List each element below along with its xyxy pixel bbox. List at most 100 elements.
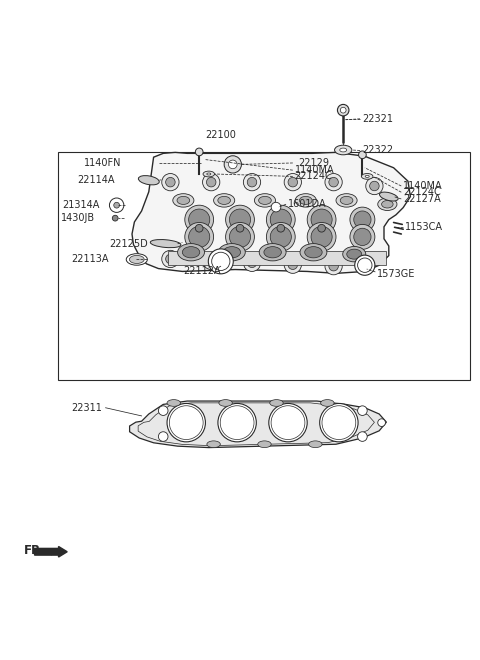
Circle shape bbox=[226, 222, 254, 251]
Circle shape bbox=[169, 406, 203, 440]
Ellipse shape bbox=[335, 145, 352, 155]
Circle shape bbox=[167, 403, 205, 442]
Text: 1153CA: 1153CA bbox=[405, 222, 443, 232]
Text: 22129: 22129 bbox=[299, 158, 330, 168]
Polygon shape bbox=[132, 152, 410, 273]
Circle shape bbox=[203, 174, 220, 191]
Circle shape bbox=[320, 403, 358, 442]
Circle shape bbox=[271, 203, 281, 212]
Circle shape bbox=[307, 222, 336, 251]
Ellipse shape bbox=[305, 247, 322, 258]
Circle shape bbox=[329, 261, 338, 271]
Circle shape bbox=[271, 406, 305, 440]
Circle shape bbox=[228, 160, 237, 169]
Circle shape bbox=[185, 205, 214, 234]
Ellipse shape bbox=[340, 197, 353, 205]
Circle shape bbox=[224, 156, 241, 173]
Ellipse shape bbox=[126, 253, 147, 265]
Ellipse shape bbox=[182, 247, 200, 258]
Circle shape bbox=[288, 178, 298, 187]
Circle shape bbox=[322, 406, 356, 440]
Text: 22100: 22100 bbox=[205, 129, 236, 140]
Ellipse shape bbox=[264, 247, 281, 258]
Circle shape bbox=[269, 403, 307, 442]
Ellipse shape bbox=[336, 193, 357, 207]
Circle shape bbox=[218, 403, 256, 442]
FancyArrow shape bbox=[35, 546, 67, 557]
Ellipse shape bbox=[218, 244, 245, 261]
Circle shape bbox=[229, 226, 251, 248]
Text: FR.: FR. bbox=[24, 544, 46, 557]
Circle shape bbox=[206, 256, 216, 265]
Ellipse shape bbox=[173, 193, 194, 207]
Text: 1430JB: 1430JB bbox=[60, 213, 95, 223]
Ellipse shape bbox=[177, 197, 190, 205]
Polygon shape bbox=[130, 401, 386, 447]
Circle shape bbox=[189, 226, 210, 248]
Ellipse shape bbox=[340, 148, 347, 152]
Ellipse shape bbox=[270, 399, 283, 407]
Circle shape bbox=[284, 174, 301, 191]
Circle shape bbox=[350, 207, 375, 232]
Circle shape bbox=[162, 174, 179, 191]
Circle shape bbox=[206, 178, 216, 187]
Text: 22113A: 22113A bbox=[71, 255, 108, 265]
Ellipse shape bbox=[218, 197, 230, 205]
Text: 1140FN: 1140FN bbox=[84, 158, 121, 168]
Circle shape bbox=[277, 224, 285, 232]
Ellipse shape bbox=[130, 255, 144, 263]
Circle shape bbox=[318, 224, 325, 232]
Ellipse shape bbox=[167, 399, 180, 407]
Circle shape bbox=[366, 178, 383, 195]
Circle shape bbox=[195, 148, 203, 156]
Ellipse shape bbox=[382, 201, 393, 208]
Circle shape bbox=[307, 205, 336, 234]
Circle shape bbox=[243, 254, 261, 271]
Ellipse shape bbox=[361, 174, 373, 180]
Circle shape bbox=[247, 178, 257, 187]
Ellipse shape bbox=[343, 246, 366, 262]
Circle shape bbox=[358, 406, 367, 415]
Text: 22322: 22322 bbox=[362, 145, 394, 156]
Circle shape bbox=[325, 257, 342, 275]
Circle shape bbox=[226, 205, 254, 234]
Polygon shape bbox=[138, 403, 374, 446]
Circle shape bbox=[350, 224, 375, 249]
Text: 1573GE: 1573GE bbox=[377, 269, 416, 279]
Circle shape bbox=[109, 198, 124, 213]
Ellipse shape bbox=[300, 244, 327, 261]
Circle shape bbox=[266, 222, 295, 251]
Ellipse shape bbox=[207, 173, 211, 175]
Ellipse shape bbox=[223, 247, 240, 258]
Bar bbox=[168, 251, 386, 265]
Text: 22114A: 22114A bbox=[77, 176, 114, 185]
Ellipse shape bbox=[219, 399, 232, 407]
Circle shape bbox=[166, 254, 175, 264]
Ellipse shape bbox=[258, 441, 271, 447]
Text: 22321: 22321 bbox=[362, 114, 394, 124]
Text: 22127A: 22127A bbox=[403, 194, 441, 204]
Ellipse shape bbox=[254, 193, 276, 207]
Circle shape bbox=[158, 432, 168, 442]
Ellipse shape bbox=[214, 193, 235, 207]
Circle shape bbox=[212, 252, 230, 271]
Ellipse shape bbox=[365, 176, 369, 178]
Circle shape bbox=[229, 209, 251, 230]
Circle shape bbox=[354, 211, 371, 228]
Circle shape bbox=[270, 226, 291, 248]
Ellipse shape bbox=[300, 197, 312, 205]
Circle shape bbox=[359, 151, 366, 158]
Circle shape bbox=[189, 209, 210, 230]
Circle shape bbox=[208, 249, 233, 274]
Circle shape bbox=[247, 258, 257, 267]
Circle shape bbox=[195, 224, 203, 232]
Circle shape bbox=[243, 174, 261, 191]
Text: 22125D: 22125D bbox=[109, 239, 148, 249]
Circle shape bbox=[158, 406, 168, 415]
Text: 22124C: 22124C bbox=[295, 172, 333, 182]
Circle shape bbox=[162, 250, 179, 267]
Text: 21314A: 21314A bbox=[62, 200, 100, 210]
Ellipse shape bbox=[380, 192, 398, 201]
Circle shape bbox=[311, 209, 332, 230]
Ellipse shape bbox=[259, 244, 286, 261]
